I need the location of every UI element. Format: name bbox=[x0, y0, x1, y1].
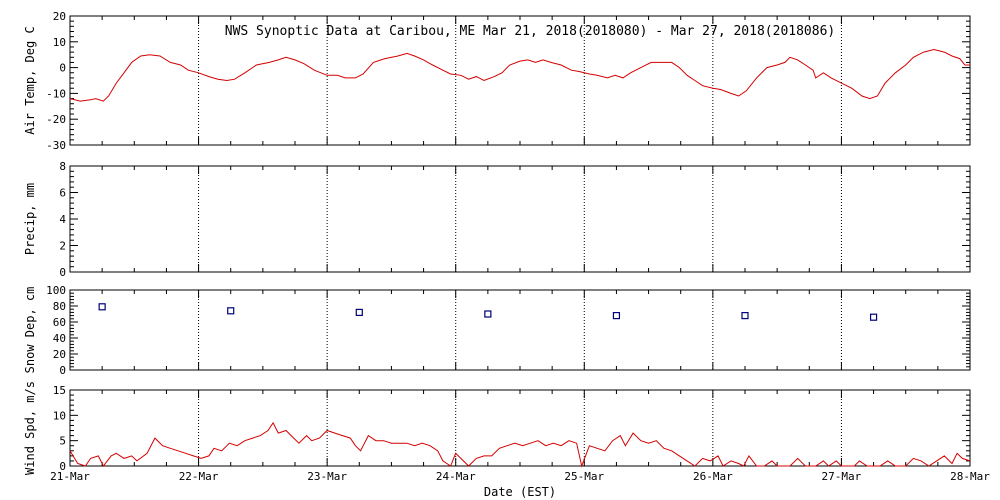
snow-depth-y-axis-label: Snow Dep, cm bbox=[23, 287, 37, 374]
chart-title: NWS Synoptic Data at Caribou, ME Mar 21,… bbox=[225, 24, 835, 39]
x-tick-label: 24-Mar bbox=[436, 470, 476, 483]
precip-frame bbox=[69, 165, 971, 273]
air-temp-panel: -30 -20 -10 0 10 20 Air Temp, Deg C bbox=[23, 10, 971, 152]
air-temp-y-tick-label: -30 bbox=[46, 139, 66, 152]
snow-depth-data-point bbox=[484, 310, 492, 318]
snow-depth-y-tick-label: 80 bbox=[53, 300, 66, 313]
wind-speed-panel: 0 5 10 15 Wind Spd, m/s bbox=[23, 381, 971, 475]
precip-y-tick-label: 0 bbox=[59, 266, 66, 279]
snow-depth-data-point bbox=[869, 313, 878, 321]
air-temp-y-tick-label: 10 bbox=[53, 36, 66, 49]
snow-depth-data-point bbox=[741, 312, 749, 320]
snow-depth-y-tick-label: 60 bbox=[53, 316, 66, 329]
air-temp-y-tick-label: -10 bbox=[46, 87, 66, 100]
precip-y-tick-label: 6 bbox=[59, 187, 66, 200]
air-temp-y-axis-label: Air Temp, Deg C bbox=[23, 26, 37, 134]
x-tick-label: 26-Mar bbox=[693, 470, 733, 483]
precip-panel: 0 2 4 6 8 Precip, mm bbox=[23, 160, 971, 279]
snow-depth-data-point bbox=[355, 308, 363, 316]
x-axis-label: Date (EST) bbox=[484, 485, 556, 499]
precip-y-tick-label: 2 bbox=[59, 240, 66, 253]
air-temp-y-tick-label: 0 bbox=[59, 62, 66, 75]
wind-speed-y-tick-label: 10 bbox=[53, 409, 66, 422]
x-tick-label: 28-Mar bbox=[950, 470, 990, 483]
snow-depth-data-point bbox=[227, 307, 235, 315]
snow-depth-y-tick-label: 0 bbox=[59, 364, 66, 377]
snow-depth-panel: 0 20 40 60 80 100 Snow Dep, cm bbox=[23, 284, 971, 377]
x-tick-label: 27-Mar bbox=[822, 470, 862, 483]
precip-y-axis-label: Precip, mm bbox=[23, 183, 37, 255]
snow-depth-data-point bbox=[98, 303, 106, 311]
x-axis: 21-Mar 22-Mar 23-Mar 24-Mar 25-Mar 26-Mar 27-M… bbox=[50, 470, 990, 499]
wind-speed-y-tick-label: 15 bbox=[53, 384, 66, 397]
x-tick-label: 21-Mar bbox=[50, 470, 90, 483]
air-temp-y-tick-label: -20 bbox=[46, 113, 66, 126]
snow-depth-y-tick-label: 40 bbox=[53, 332, 66, 345]
wind-speed-y-tick-label: 0 bbox=[59, 460, 66, 473]
wind-speed-frame bbox=[69, 389, 971, 467]
air-temp-series-line bbox=[69, 48, 970, 102]
snow-depth-data-point bbox=[612, 312, 621, 320]
snow-depth-y-tick-label: 100 bbox=[46, 284, 66, 297]
x-tick-label: 22-Mar bbox=[179, 470, 219, 483]
air-temp-frame bbox=[69, 15, 971, 146]
air-temp-y-tick-label: 20 bbox=[53, 10, 66, 23]
wind-speed-y-tick-label: 5 bbox=[59, 435, 66, 448]
precip-y-tick-label: 8 bbox=[59, 160, 66, 173]
x-tick-label: 23-Mar bbox=[307, 470, 347, 483]
x-tick-label: 25-Mar bbox=[564, 470, 604, 483]
snow-depth-frame bbox=[69, 289, 971, 371]
wind-speed-series-line bbox=[69, 421, 971, 468]
snow-depth-y-tick-label: 20 bbox=[53, 348, 66, 361]
precip-y-tick-label: 4 bbox=[59, 213, 66, 226]
wind-speed-y-axis-label: Wind Spd, m/s bbox=[23, 381, 37, 475]
